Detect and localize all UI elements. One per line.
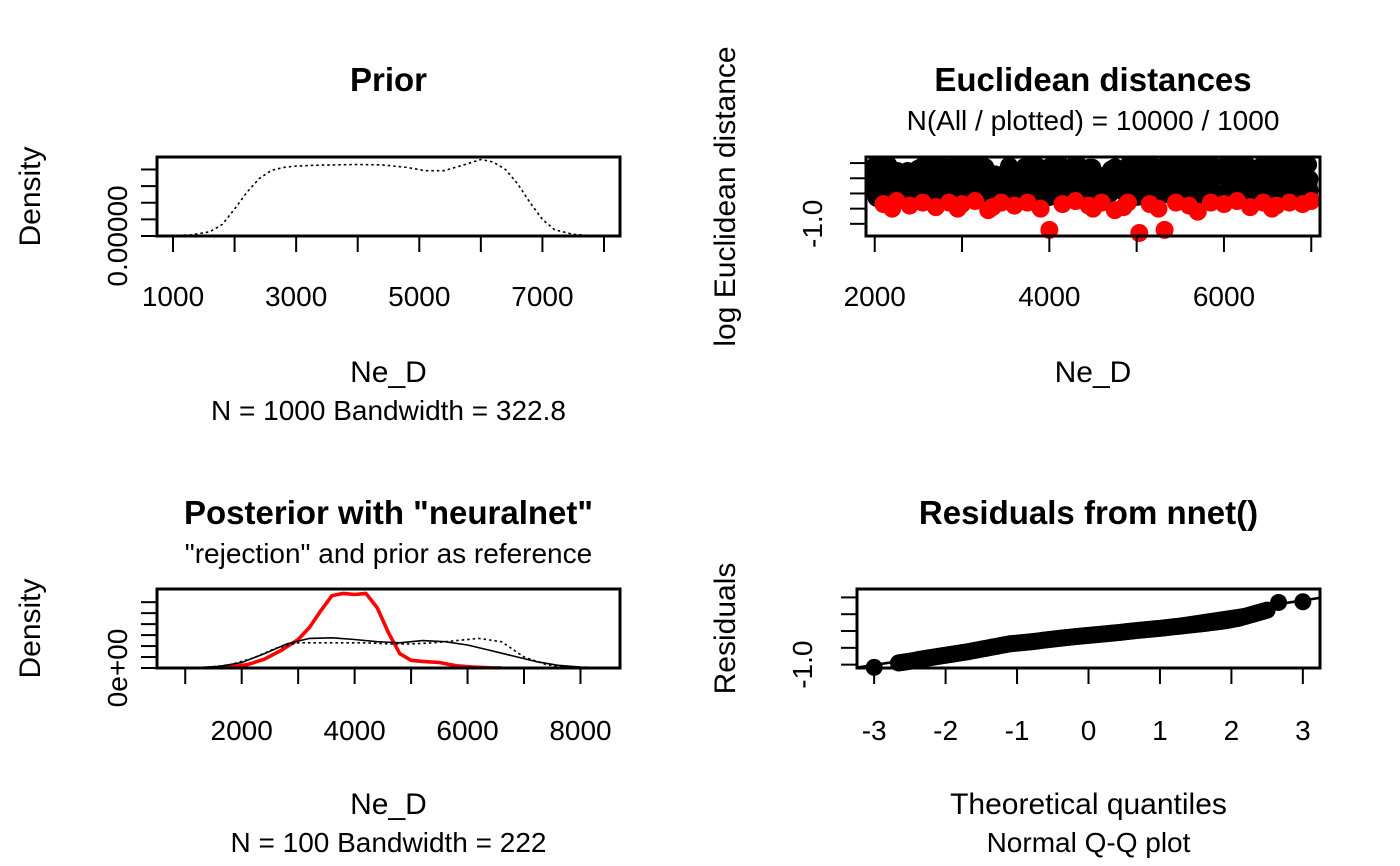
data-point bbox=[1090, 168, 1109, 187]
x-tick-label: 2000 bbox=[211, 715, 273, 746]
data-point bbox=[866, 163, 884, 182]
x-tick-label: -2 bbox=[933, 715, 958, 746]
x-tick-label: 3000 bbox=[265, 281, 327, 312]
x-tick-label: 8000 bbox=[549, 715, 611, 746]
chart-subtitle: "rejection" and prior as reference bbox=[185, 538, 592, 569]
accepted-point bbox=[1302, 192, 1321, 211]
density-line-dotted bbox=[172, 158, 605, 236]
data-point bbox=[1203, 165, 1222, 184]
prior-panel: Prior Ne_D N = 1000 Bandwidth = 322.8 Densi… bbox=[14, 61, 622, 426]
chart-title: Posterior with "neuralnet" bbox=[184, 494, 593, 531]
data-point bbox=[1245, 164, 1264, 183]
accepted-point bbox=[1149, 199, 1168, 218]
data-point bbox=[1040, 182, 1059, 201]
accepted-point bbox=[1031, 199, 1050, 218]
density-line-dotted bbox=[185, 637, 581, 668]
plot-area bbox=[168, 591, 609, 668]
x-axis-label: Theoretical quantiles bbox=[950, 788, 1227, 821]
data-point bbox=[1146, 179, 1165, 198]
y-axis-label: Density bbox=[14, 578, 47, 678]
accepted-point bbox=[1201, 193, 1220, 212]
x-tick-label: 5000 bbox=[388, 281, 450, 312]
data-point bbox=[982, 171, 1001, 190]
plot-box bbox=[155, 587, 622, 670]
data-point bbox=[1125, 167, 1144, 186]
y-axis-label: Density bbox=[14, 146, 47, 246]
chart-title: Euclidean distances bbox=[934, 61, 1251, 98]
x-axis-sublabel: Normal Q-Q plot bbox=[987, 827, 1191, 858]
data-point bbox=[1145, 164, 1164, 183]
qq-point bbox=[1294, 593, 1312, 611]
data-point bbox=[895, 167, 914, 186]
x-tick-label: 4000 bbox=[323, 715, 385, 746]
x-axis-sublabel: N = 100 Bandwidth = 222 bbox=[230, 827, 546, 858]
data-point bbox=[1018, 170, 1037, 189]
plot-box bbox=[155, 155, 622, 238]
x-axis-sublabel: N = 1000 Bandwidth = 322.8 bbox=[211, 395, 566, 426]
chart-subtitle: N(All / plotted) = 10000 / 1000 bbox=[907, 105, 1280, 136]
accepted-point bbox=[983, 198, 1002, 217]
x-tick-label: 1 bbox=[1152, 715, 1168, 746]
accepted-point bbox=[1130, 223, 1149, 242]
data-point bbox=[1066, 157, 1085, 173]
data-point bbox=[960, 176, 979, 195]
x-tick-label: -1 bbox=[1005, 715, 1030, 746]
x-tick-label: 3 bbox=[1295, 715, 1311, 746]
y-axis-label: log Euclidean distance bbox=[709, 46, 742, 346]
accepted-point bbox=[966, 192, 985, 211]
x-tick-label: 1000 bbox=[142, 281, 204, 312]
accepted-point bbox=[1040, 220, 1059, 239]
accepted-point bbox=[1084, 199, 1102, 218]
accepted-point bbox=[1280, 193, 1299, 212]
x-tick-label: 2000 bbox=[844, 281, 906, 312]
x-axis-label: Ne_D bbox=[1055, 356, 1132, 389]
qq-point bbox=[1270, 593, 1288, 611]
data-point bbox=[1044, 157, 1063, 173]
x-tick-label: 4000 bbox=[1018, 281, 1080, 312]
x-tick-label: 0 bbox=[1081, 715, 1097, 746]
x-tick-label: 6000 bbox=[1193, 281, 1255, 312]
data-point bbox=[1182, 171, 1201, 190]
x-axis-label: Ne_D bbox=[350, 356, 427, 389]
x-tick-label: -3 bbox=[862, 715, 887, 746]
x-tick-label: 2 bbox=[1224, 715, 1240, 746]
plot-box bbox=[864, 155, 1322, 238]
y-axis-label: Residuals bbox=[709, 563, 742, 695]
chart-title: Residuals from nnet() bbox=[919, 494, 1258, 531]
y-tick-label: 0e+00 bbox=[102, 629, 133, 708]
plot-area bbox=[866, 157, 1319, 207]
y-tick-label: -1.0 bbox=[797, 200, 828, 248]
posterior-panel: Posterior with "neuralnet" "rejection" an… bbox=[14, 494, 622, 858]
accepted-point bbox=[1114, 198, 1133, 217]
euclidean-panel: Euclidean distances N(All / plotted) = 10… bbox=[709, 46, 1322, 389]
accepted-point bbox=[1188, 202, 1207, 221]
plot-area bbox=[172, 158, 605, 236]
x-tick-label: 7000 bbox=[511, 281, 573, 312]
x-tick-label: 6000 bbox=[436, 715, 498, 746]
data-point bbox=[1062, 176, 1081, 195]
data-point bbox=[927, 159, 946, 178]
data-point bbox=[966, 159, 985, 178]
chart-title: Prior bbox=[350, 61, 427, 98]
accepted-point bbox=[948, 199, 967, 218]
y-tick-label: -1.0 bbox=[787, 641, 818, 689]
residuals-panel: Residuals from nnet() Theoretical quantil… bbox=[709, 494, 1322, 858]
data-point bbox=[1158, 160, 1177, 179]
density-line-solid-thick bbox=[213, 591, 502, 668]
x-axis-label: Ne_D bbox=[350, 788, 427, 821]
accepted-point bbox=[1262, 199, 1281, 218]
y-tick-label: 0.00000 bbox=[102, 185, 133, 286]
accepted-point bbox=[1155, 220, 1174, 239]
data-point bbox=[1107, 167, 1126, 186]
accepted-point bbox=[883, 199, 902, 218]
data-point bbox=[881, 159, 900, 178]
data-point bbox=[881, 174, 900, 193]
